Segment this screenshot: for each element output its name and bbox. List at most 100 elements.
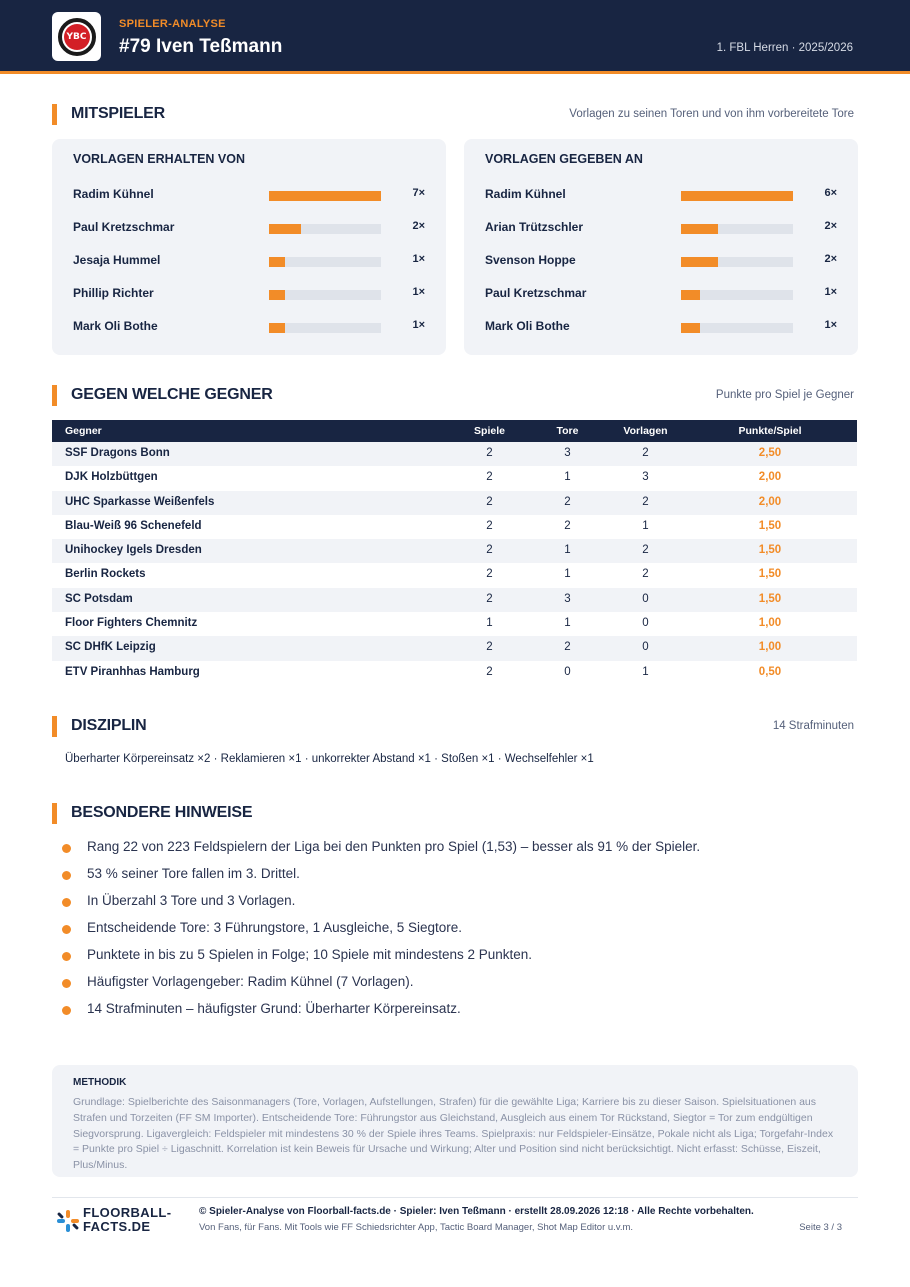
section-discipline-heading: DISZIPLIN 14 Strafminuten xyxy=(52,716,858,738)
section-note: Vorlagen zu seinen Toren und von ihm vor… xyxy=(569,108,854,120)
table-row: UHC Sparkasse Weißenfels 2 2 2 2,00 xyxy=(52,490,857,515)
assists-cell: 1 xyxy=(642,519,649,532)
assist-count: 1× xyxy=(412,319,425,331)
floorball-logo-text: FLOORBALL- FACTS.DE xyxy=(83,1206,171,1234)
methodology-box: METHODIK Grundlage: Spielberichte des Sa… xyxy=(52,1065,858,1177)
teammate-row: Radim Kühnel 6× xyxy=(485,187,837,203)
footer-copyright: © Spieler-Analyse von Floorball-facts.de… xyxy=(199,1206,754,1217)
opponent-name: ETV Piranhhas Hamburg xyxy=(65,665,200,678)
teammate-name: Jesaja Hummel xyxy=(73,253,161,267)
methodology-text: Grundlage: Spielberichte des Saisonmanag… xyxy=(73,1096,834,1172)
club-logo-text: YBC xyxy=(66,31,87,42)
points-per-game-cell: 2,00 xyxy=(758,495,782,508)
column-header-opponent: Gegner xyxy=(65,425,102,437)
opponent-name: DJK Holzbüttgen xyxy=(65,471,158,484)
page-number: Seite 3 / 3 xyxy=(799,1222,842,1233)
list-item: In Überzahl 3 Tore und 3 Vorlagen. xyxy=(62,892,852,919)
remarks-list: Rang 22 von 223 Feldspielern der Liga be… xyxy=(62,838,852,1027)
goals-cell: 3 xyxy=(564,592,571,605)
assists-cell: 2 xyxy=(642,447,649,459)
assists-cell: 2 xyxy=(642,495,649,508)
opponent-name: Floor Fighters Chemnitz xyxy=(65,617,198,630)
list-item: Entscheidende Tore: 3 Führungstore, 1 Au… xyxy=(62,919,852,946)
assists-cell: 1 xyxy=(642,665,649,678)
bullet-dot xyxy=(62,979,71,988)
assist-bar-fill xyxy=(269,191,381,201)
games-cell: 2 xyxy=(486,495,493,508)
bullet-dot xyxy=(62,871,71,880)
assists-cell: 2 xyxy=(642,544,649,557)
teammate-row: Radim Kühnel 7× xyxy=(73,187,425,203)
games-cell: 2 xyxy=(486,568,493,581)
bullet-dot xyxy=(62,844,71,853)
table-header: Gegner Spiele Tore Vorlagen Punkte/Spiel xyxy=(52,420,857,442)
table-body: SSF Dragons Bonn 2 3 2 2,50 DJK Holzbüttgen 2 1… xyxy=(52,442,857,685)
footer-divider xyxy=(52,1197,858,1198)
assist-count: 1× xyxy=(412,286,425,298)
opponent-name: SSF Dragons Bonn xyxy=(65,447,170,459)
points-per-game-cell: 1,00 xyxy=(758,617,782,630)
assist-count: 2× xyxy=(412,220,425,232)
teammate-row: Mark Oli Bothe 1× xyxy=(73,319,425,335)
assist-bar-track xyxy=(681,257,793,267)
teammate-name: Paul Kretzschmar xyxy=(485,286,587,300)
assist-bar-fill xyxy=(269,224,301,234)
assist-bar-track xyxy=(681,290,793,300)
remark-text: Rang 22 von 223 Feldspielern der Liga be… xyxy=(87,839,701,854)
remark-text: 53 % seiner Tore fallen im 3. Drittel. xyxy=(87,866,300,881)
teammate-name: Radim Kühnel xyxy=(73,187,154,201)
bullet-dot xyxy=(62,925,71,934)
goals-cell: 3 xyxy=(564,447,571,459)
section-title: MITSPIELER xyxy=(71,105,166,122)
points-per-game-cell: 0,50 xyxy=(758,665,782,678)
games-cell: 2 xyxy=(486,641,493,654)
opponent-name: SC Potsdam xyxy=(65,592,133,605)
club-logo-badge: YBC xyxy=(63,23,90,50)
column-header-games: Spiele xyxy=(474,425,505,437)
penalty-summary: Überharter Körpereinsatz ×2 · Reklamiere… xyxy=(65,753,594,765)
assist-bar-track xyxy=(269,290,381,300)
table-row: Unihockey Igels Dresden 2 1 2 1,50 xyxy=(52,539,857,564)
teammate-name: Mark Oli Bothe xyxy=(73,319,158,333)
section-accent-bar xyxy=(52,803,57,824)
teammate-name: Mark Oli Bothe xyxy=(485,319,570,333)
section-accent-bar xyxy=(52,104,57,125)
remark-text: In Überzahl 3 Tore und 3 Vorlagen. xyxy=(87,893,296,908)
page-header: YBC SPIELER-ANALYSE #79 Iven Teßmann 1. … xyxy=(0,0,910,74)
points-per-game-cell: 1,50 xyxy=(758,592,782,605)
games-cell: 2 xyxy=(486,592,493,605)
assists-received-card: VORLAGEN ERHALTEN VON Radim Kühnel 7× Paul… xyxy=(52,139,446,355)
table-row: Blau-Weiß 96 Schenefeld 2 2 1 1,50 xyxy=(52,515,857,539)
remark-text: Punktete in bis zu 5 Spielen in Folge; 1… xyxy=(87,947,533,962)
games-cell: 2 xyxy=(486,665,493,678)
goals-cell: 2 xyxy=(564,495,571,508)
table-row: DJK Holzbüttgen 2 1 3 2,00 xyxy=(52,466,857,490)
table-row: SC DHfK Leipzig 2 2 0 1,00 xyxy=(52,636,857,661)
section-title: BESONDERE HINWEISE xyxy=(71,804,253,821)
teammate-row: Mark Oli Bothe 1× xyxy=(485,319,837,335)
goals-cell: 1 xyxy=(564,617,571,630)
assist-bar-track xyxy=(681,191,793,201)
list-item: Punktete in bis zu 5 Spielen in Folge; 1… xyxy=(62,946,852,973)
page-title: #79 Iven Teßmann xyxy=(119,36,283,57)
footer-tagline: Von Fans, für Fans. Mit Tools wie FF Sch… xyxy=(199,1222,634,1233)
teammate-name: Arian Trützschler xyxy=(485,220,584,234)
teammate-name: Radim Kühnel xyxy=(485,187,566,201)
card-title: VORLAGEN ERHALTEN VON xyxy=(73,152,245,166)
section-note: Punkte pro Spiel je Gegner xyxy=(715,389,854,401)
bullet-dot xyxy=(62,952,71,961)
assist-count: 6× xyxy=(824,187,837,199)
floorball-facts-logo: FLOORBALL- FACTS.DE xyxy=(57,1206,187,1236)
table-row: Berlin Rockets 2 1 2 1,50 xyxy=(52,563,857,587)
assist-bar-fill xyxy=(681,257,719,267)
assists-cell: 0 xyxy=(642,617,649,630)
table-row: ETV Piranhhas Hamburg 2 0 1 0,50 xyxy=(52,661,857,685)
teammate-name: Phillip Richter xyxy=(73,286,154,300)
opponents-table: Gegner Spiele Tore Vorlagen Punkte/Spiel… xyxy=(52,420,857,685)
column-header-points-per-game: Punkte/Spiel xyxy=(738,425,802,437)
list-item: 53 % seiner Tore fallen im 3. Drittel. xyxy=(62,865,852,892)
floorball-logo-line1: FLOORBALL- xyxy=(83,1205,172,1220)
section-title: GEGEN WELCHE GEGNER xyxy=(71,386,273,403)
section-accent-bar xyxy=(52,716,57,737)
assists-cell: 0 xyxy=(642,641,649,654)
